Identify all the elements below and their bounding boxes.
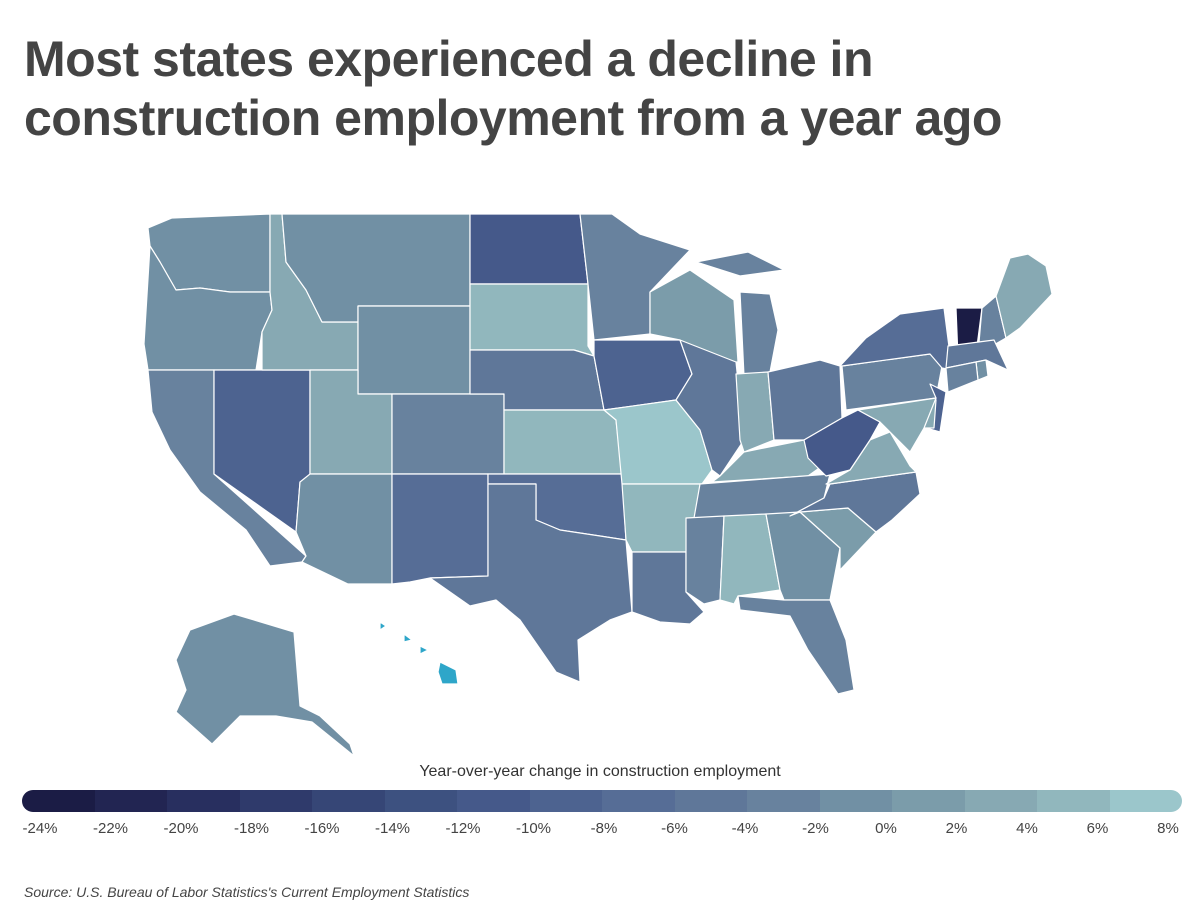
legend-swatch — [747, 790, 820, 812]
source-note: Source: U.S. Bureau of Labor Statistics'… — [24, 884, 470, 900]
state-mi — [695, 251, 785, 377]
legend-tick-label: 4% — [1016, 820, 1038, 837]
legend-tick-label: 2% — [945, 820, 968, 837]
state-nd — [469, 213, 589, 285]
legend-swatch — [384, 790, 457, 812]
legend-swatch — [892, 790, 965, 812]
legend-swatch — [94, 790, 167, 812]
state-ak — [175, 613, 355, 757]
legend-title: Year-over-year change in construction em… — [419, 763, 781, 780]
legend-tick-label: -20% — [163, 820, 199, 837]
legend-tick-label: 0% — [875, 820, 897, 837]
legend-tick-label: -14% — [374, 820, 411, 837]
legend-tick-label: -24% — [22, 820, 58, 837]
legend-swatch — [964, 790, 1037, 812]
state-co — [391, 393, 505, 475]
legend-swatch — [1109, 790, 1182, 812]
legend-tick-label: 6% — [1086, 820, 1109, 837]
legend-tick-label: -22% — [92, 820, 129, 837]
legend-tick-label: -18% — [233, 820, 270, 837]
state-wv — [803, 409, 881, 477]
state-ct — [945, 361, 979, 393]
legend-tick-label: 8% — [1157, 820, 1179, 837]
legend-tick-label: -8% — [590, 820, 618, 837]
state-ks — [503, 409, 623, 475]
state-in — [735, 371, 775, 453]
state-az — [295, 473, 393, 585]
state-ma — [945, 339, 1009, 371]
legend-swatch — [1037, 790, 1110, 812]
state-fl — [737, 595, 855, 695]
legend-swatch — [602, 790, 675, 812]
state-nm — [391, 473, 489, 585]
state-sd — [469, 283, 595, 357]
legend-tick-label: -4% — [731, 820, 759, 837]
state-ms — [685, 515, 725, 605]
state-nc — [789, 471, 921, 533]
page-title: Most states experienced a decline in con… — [24, 31, 1002, 146]
state-me — [995, 253, 1053, 339]
legend-swatch — [239, 790, 312, 812]
legend-tick-label: -6% — [661, 820, 688, 837]
map-svg — [143, 213, 1053, 757]
state-md — [857, 397, 937, 453]
legend-tick-label: -10% — [515, 820, 552, 837]
legend-swatch — [22, 790, 95, 812]
legend-swatch — [312, 790, 385, 812]
state-hi — [379, 621, 459, 685]
legend-swatch — [167, 790, 240, 812]
legend-ticks: -24% -22% -20% -18% -16% -14% -12% -10% -8% -6% -4… — [0, 820, 1200, 840]
legend-swatch — [457, 790, 530, 812]
legend-tick-label: -16% — [304, 820, 340, 837]
legend-tick-label: -2% — [802, 820, 829, 837]
legend-swatch — [529, 790, 602, 812]
legend-color-bar — [22, 790, 1182, 812]
legend-swatch — [819, 790, 892, 812]
state-wy — [357, 305, 471, 395]
legend-tick-label: -12% — [445, 820, 481, 837]
legend-swatch — [674, 790, 747, 812]
state-tx — [429, 483, 633, 683]
